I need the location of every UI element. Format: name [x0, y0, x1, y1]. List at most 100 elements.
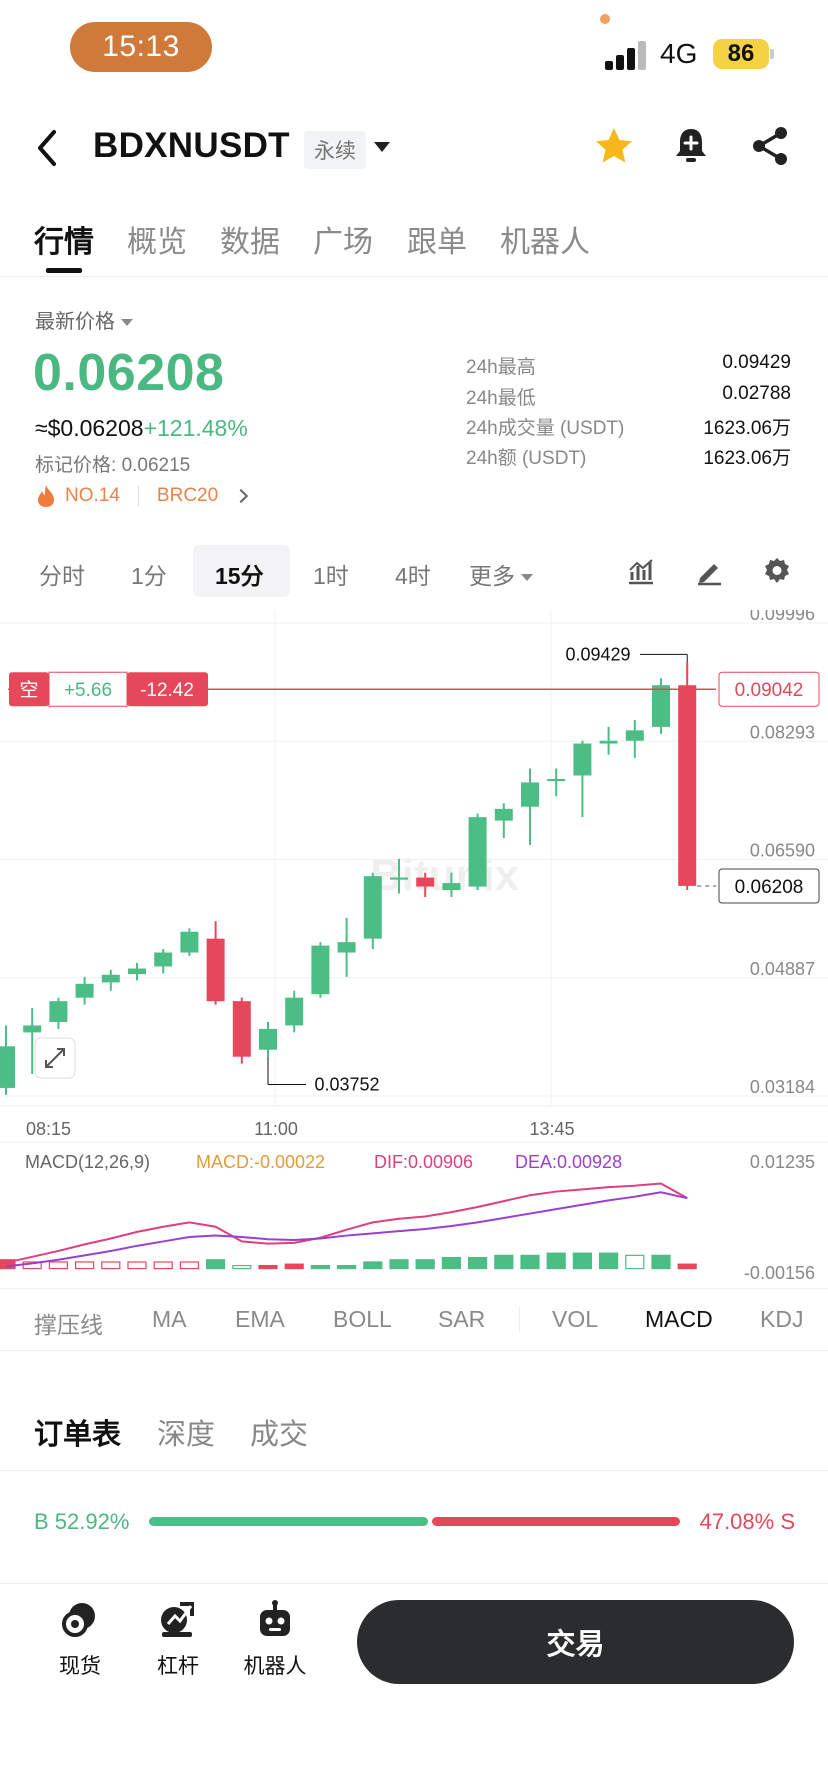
- tab-overview[interactable]: 概览: [127, 226, 187, 259]
- macd-bar: [546, 1252, 566, 1270]
- latest-price-selector[interactable]: 最新价格: [35, 305, 133, 334]
- y-tick-label: 0.09996: [750, 610, 815, 624]
- interval-1h[interactable]: 1时: [313, 563, 349, 589]
- macd-bar: [48, 1261, 69, 1270]
- category-badge: BRC20: [156, 485, 219, 506]
- indicator-vol[interactable]: VOL: [552, 1306, 599, 1332]
- macd-bar: [494, 1254, 514, 1270]
- divider: [0, 1583, 828, 1584]
- indicator-macd[interactable]: MACD: [645, 1306, 713, 1332]
- share-icon[interactable]: [749, 125, 791, 167]
- stat-label-high: 24h最高: [466, 357, 536, 378]
- interval-more[interactable]: 更多: [469, 557, 533, 591]
- indicator-kdj[interactable]: KDJ: [760, 1306, 804, 1332]
- dea-value: DEA:0.00928: [515, 1152, 622, 1172]
- star-icon[interactable]: [593, 125, 635, 167]
- divider: [0, 1350, 828, 1351]
- position-side-label: 空: [19, 679, 38, 701]
- interval-4h[interactable]: 4时: [395, 563, 431, 589]
- y-tick-label: 0.04887: [750, 959, 815, 979]
- back-icon[interactable]: [34, 128, 60, 168]
- badge-row[interactable]: NO.14 BRC20: [35, 484, 249, 508]
- indicator-sar[interactable]: SAR: [438, 1306, 486, 1332]
- x-tick-label: 11:00: [254, 1119, 298, 1139]
- tab-data[interactable]: 数据: [220, 226, 280, 259]
- macd-bar: [572, 1252, 593, 1270]
- chevron-right-icon: [234, 488, 249, 504]
- bell-plus-icon[interactable]: [670, 125, 712, 167]
- status-time: 15:13: [70, 22, 212, 72]
- candle-body: [311, 945, 330, 995]
- macd-bar: [625, 1254, 645, 1270]
- usd-price-line: ≈$0.06208+121.48%: [35, 415, 248, 442]
- current-price: 0.06208: [735, 877, 804, 898]
- macd-bar: [468, 1256, 488, 1270]
- indicator-boll[interactable]: BOLL: [333, 1306, 392, 1332]
- dif-line: [5, 1182, 688, 1264]
- candle-body: [625, 730, 644, 741]
- macd-bar: [179, 1261, 199, 1270]
- chevron-down-icon[interactable]: [374, 142, 390, 152]
- macd-bar: [127, 1261, 147, 1270]
- draw-tool-icon[interactable]: [694, 556, 724, 586]
- chart-overlay: 空 +5.66 -12.42 0.09042 0.06208 0.09429 0.03752: [8, 644, 820, 1094]
- pair-title[interactable]: BDXNUSDT: [93, 126, 290, 165]
- stat-label-turnover: 24h额 (USDT): [466, 448, 587, 469]
- interval-timeline[interactable]: 分时: [39, 563, 85, 589]
- mark-price: 标记价格: 0.06215: [35, 455, 191, 476]
- candle-body: [259, 1028, 277, 1050]
- tab-bots[interactable]: 机器人: [500, 226, 590, 259]
- nav-bot[interactable]: 机器人: [240, 1600, 310, 1680]
- macd-bar: [284, 1263, 304, 1270]
- current-price-tag: [718, 868, 820, 904]
- tab-copy-trade[interactable]: 跟单: [407, 226, 467, 259]
- candle-body: [49, 1001, 68, 1022]
- indicator-ema[interactable]: EMA: [235, 1306, 285, 1332]
- x-tick-label: 13:45: [529, 1119, 574, 1139]
- candle-body: [232, 1001, 251, 1057]
- candle-body: [652, 685, 670, 727]
- privacy-indicator: [600, 14, 610, 24]
- indicator-chart-icon[interactable]: [626, 556, 656, 586]
- tab-underline: [46, 268, 82, 273]
- nav-spot[interactable]: 现货: [45, 1600, 115, 1680]
- candle-body: [442, 883, 461, 891]
- buy-ratio-bar: [149, 1517, 428, 1526]
- macd-bar: [232, 1264, 252, 1270]
- last-price: 0.06208: [33, 344, 225, 402]
- position-side-tag: [9, 672, 49, 707]
- candle-body: [180, 931, 199, 953]
- kline-chart[interactable]: Bitunix 0.09996 0.08293 0.06590 0.04887 0.03…: [0, 610, 828, 1300]
- tab-depth[interactable]: 深度: [157, 1419, 216, 1451]
- candle-body: [206, 938, 225, 1002]
- macd-title: MACD(12,26,9): [25, 1152, 150, 1172]
- tab-trades[interactable]: 成交: [250, 1419, 309, 1451]
- tab-market[interactable]: 行情: [34, 226, 94, 259]
- trade-button[interactable]: 交易: [357, 1600, 794, 1684]
- candle-body: [101, 974, 120, 983]
- nav-margin[interactable]: 杠杆: [143, 1600, 213, 1680]
- macd-bar: [598, 1252, 619, 1270]
- tab-order-book[interactable]: 订单表: [34, 1419, 122, 1451]
- macd-bar: [651, 1254, 671, 1270]
- macd-top-label: 0.01235: [750, 1152, 815, 1172]
- indicator-ma[interactable]: MA: [152, 1306, 187, 1332]
- flame-icon: [38, 485, 54, 507]
- contract-type-tag: 永续: [304, 131, 366, 169]
- expand-icon[interactable]: [34, 1037, 76, 1079]
- margin-icon: [161, 1602, 194, 1637]
- interval-1m[interactable]: 1分: [131, 563, 167, 589]
- position-pnl-pct-tag: [127, 672, 208, 707]
- position-price-tag: [718, 671, 820, 707]
- tab-square[interactable]: 广场: [313, 226, 373, 259]
- x-tick-label: 08:15: [26, 1119, 71, 1139]
- candle-body: [154, 952, 173, 967]
- indicator-support-resistance[interactable]: 撑压线: [34, 1312, 103, 1338]
- macd-bar: [258, 1264, 278, 1270]
- macd-bar: [415, 1259, 435, 1270]
- candle-body: [573, 743, 592, 776]
- signal-icon: [605, 40, 647, 70]
- battery-tip: [770, 49, 774, 59]
- gear-icon[interactable]: [762, 556, 792, 586]
- interval-15m[interactable]: 15分: [215, 563, 264, 589]
